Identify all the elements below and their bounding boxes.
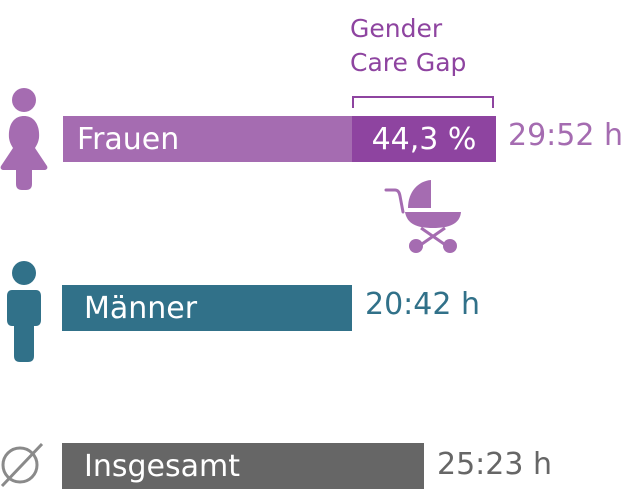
bar-label-frauen: Frauen (77, 121, 180, 157)
baby-stroller-icon (383, 178, 463, 254)
gap-bracket (352, 96, 494, 108)
bar-gender-care-gap: 44,3 % (352, 116, 496, 162)
value-maenner: 20:42 h (365, 287, 481, 322)
gap-title-line2: Care Gap (350, 48, 467, 77)
man-icon (6, 260, 42, 362)
gender-care-gap-title: Gender Care Gap (350, 12, 466, 80)
value-frauen: 29:52 h (508, 118, 624, 153)
gap-value: 44,3 % (371, 121, 477, 157)
value-insgesamt: 25:23 h (437, 447, 553, 482)
woman-icon (0, 86, 48, 190)
bar-maenner: Männer (62, 285, 352, 331)
bar-label-maenner: Männer (84, 290, 198, 326)
bar-label-insgesamt: Insgesamt (84, 448, 240, 484)
bar-frauen: Frauen (63, 116, 353, 162)
gap-title-line1: Gender (350, 14, 443, 43)
average-symbol-icon (0, 440, 44, 490)
bar-insgesamt: Insgesamt (62, 443, 424, 489)
